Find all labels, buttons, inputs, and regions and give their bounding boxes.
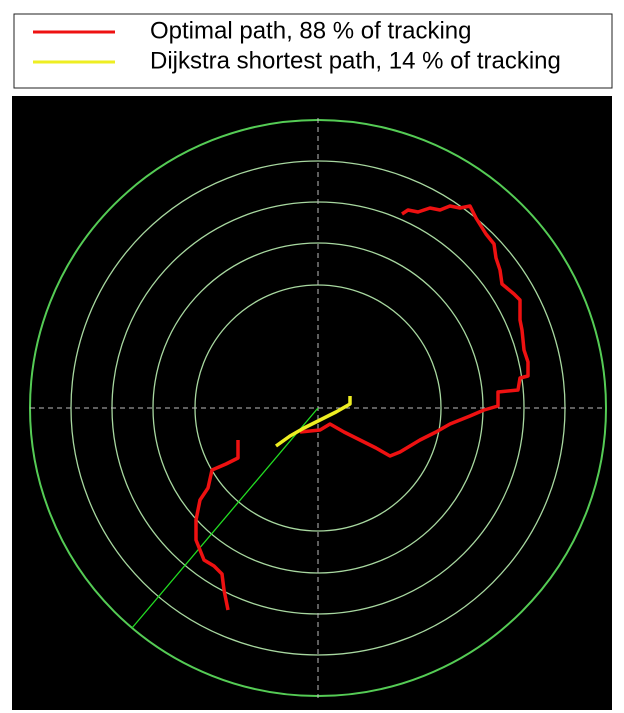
optimal-path: [299, 204, 530, 458]
legend-label: Dijkstra shortest path, 14 % of tracking: [150, 47, 561, 74]
dijkstra-path: [274, 396, 352, 448]
legend-box: [13, 13, 613, 89]
bearing-line: [131, 407, 319, 629]
legend-label: Optimal path, 88 % of tracking: [150, 17, 472, 44]
optimal-path: [194, 440, 240, 611]
radar-background: [12, 96, 612, 710]
